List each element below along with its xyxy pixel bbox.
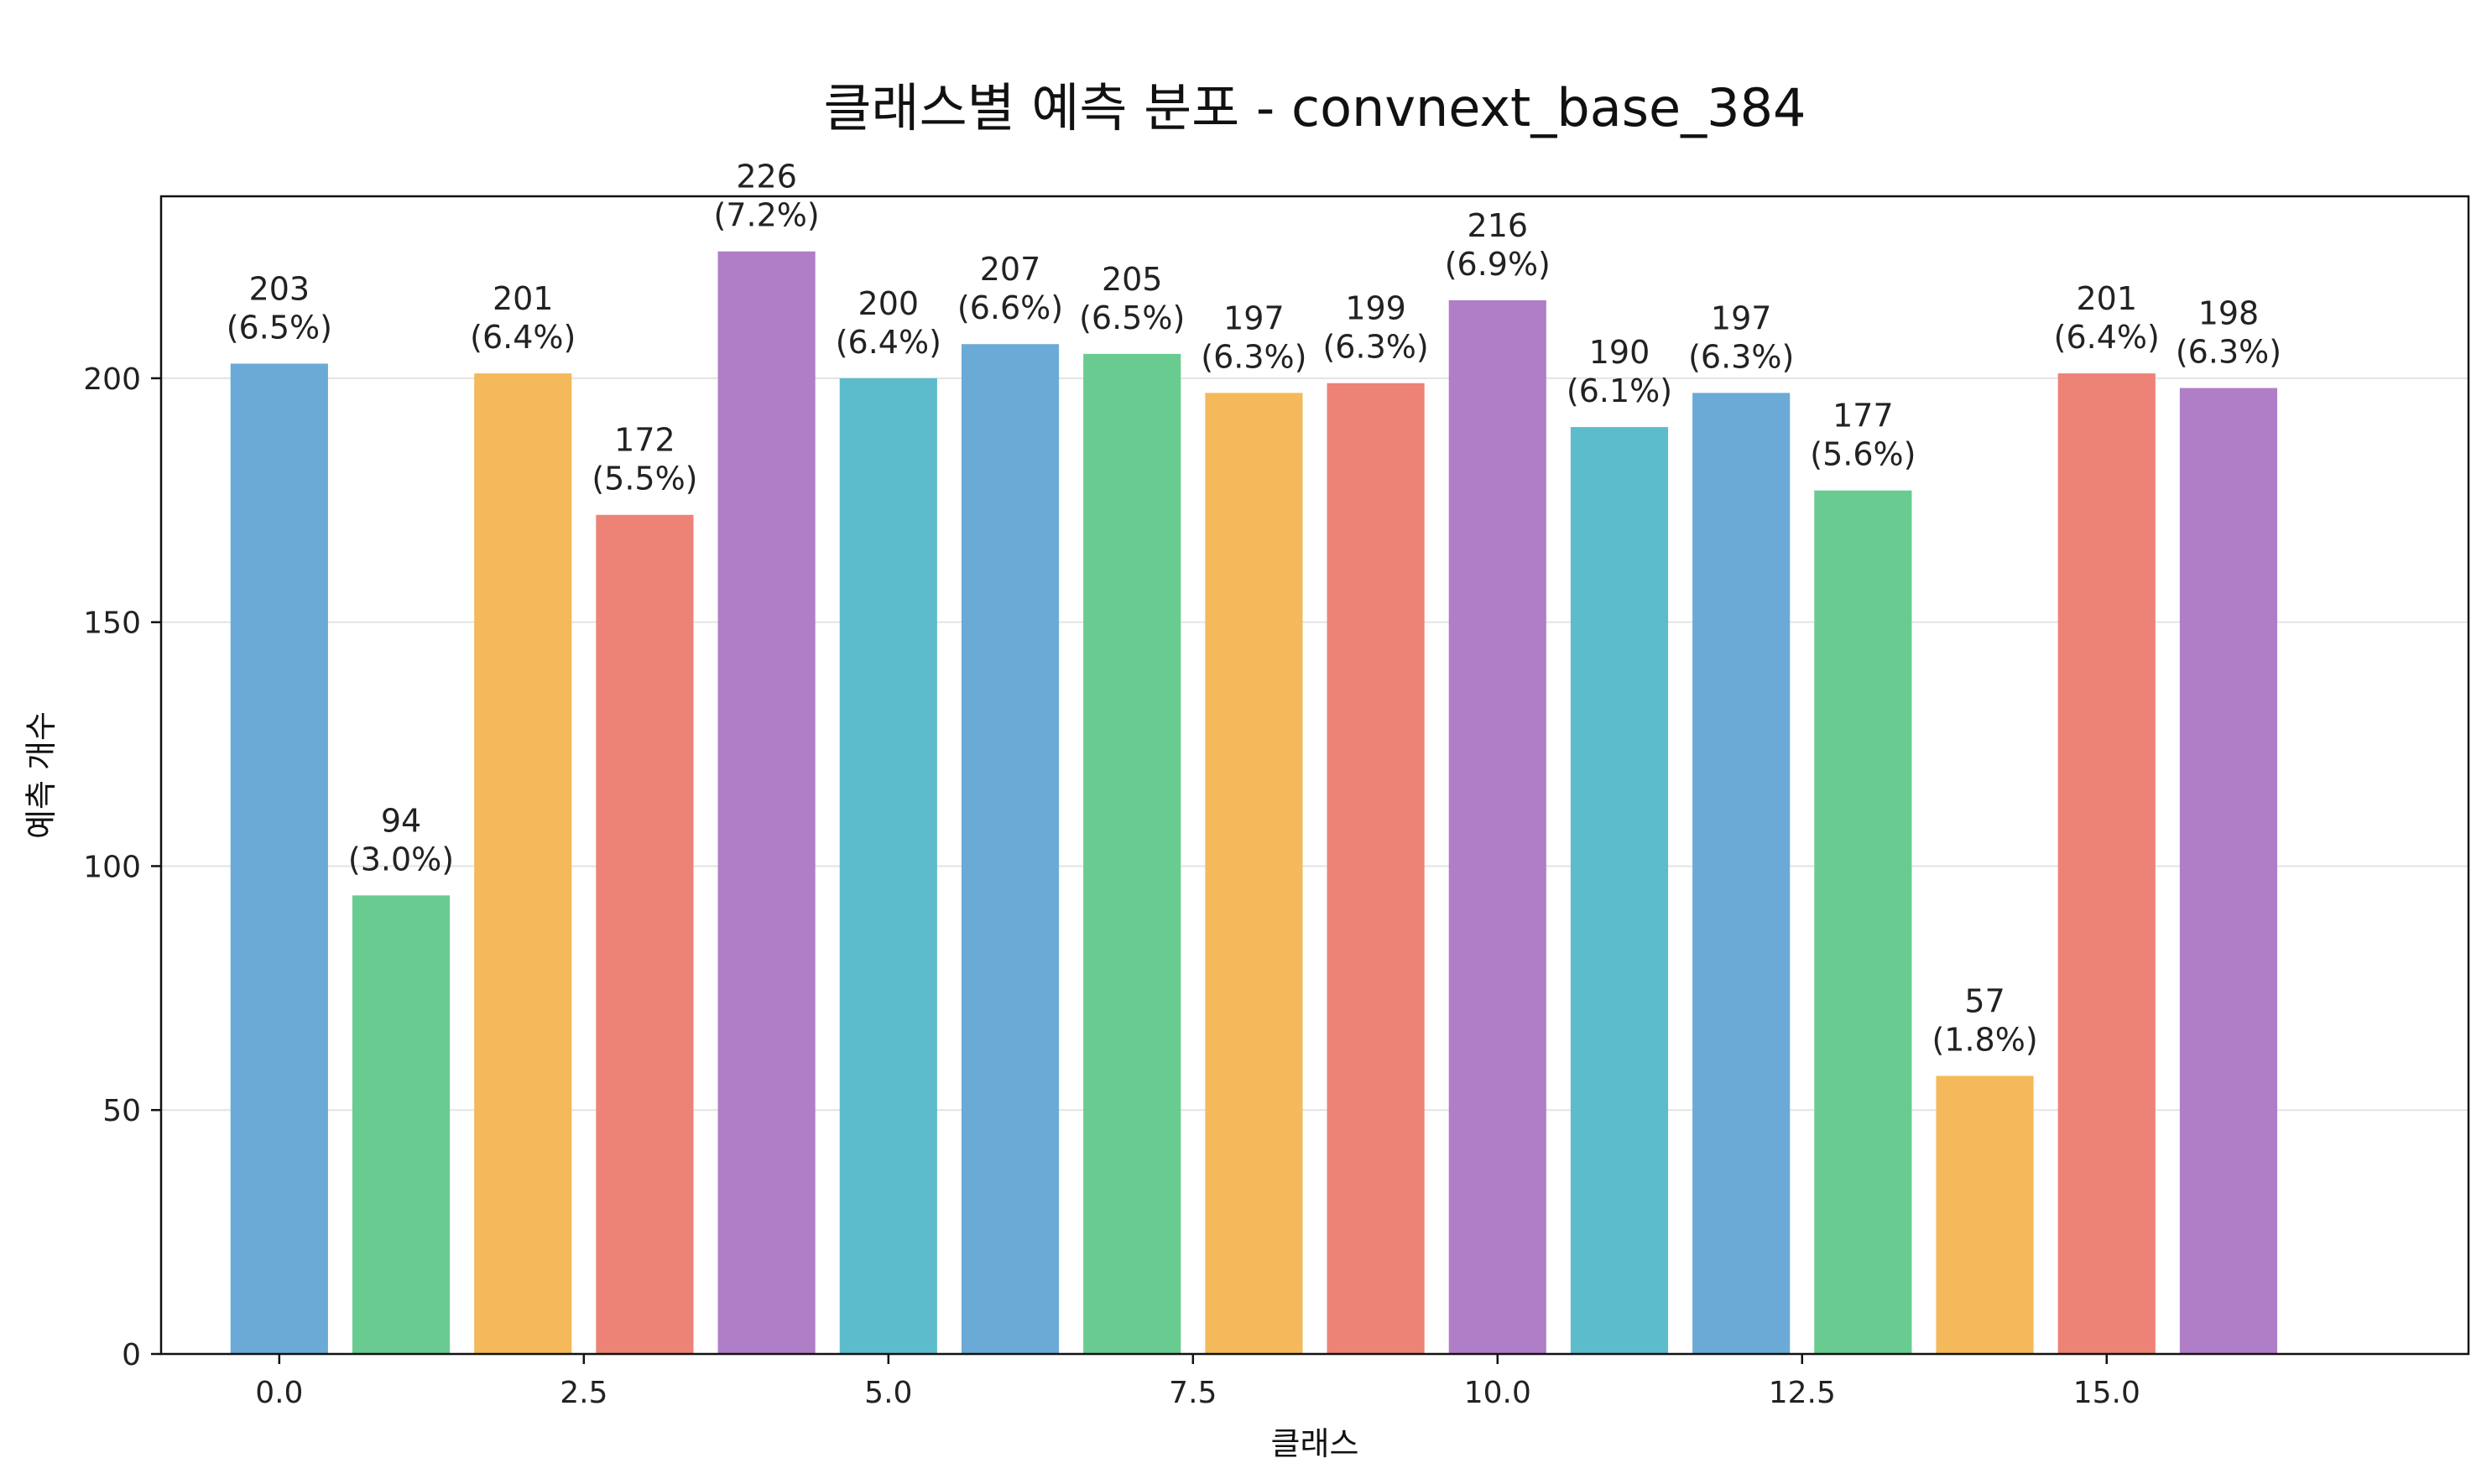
bar-value-label: 200 [858,285,920,322]
x-tick-label: 0.0 [255,1376,303,1410]
bar-percent-label: (6.4%) [2054,319,2160,356]
bar [1570,427,1669,1354]
y-tick-label: 200 [83,362,141,397]
bar [1814,490,1912,1354]
bar-value-label: 172 [614,422,675,459]
x-tick-label: 15.0 [2073,1376,2140,1410]
y-tick-label: 0 [122,1338,141,1372]
bar [961,344,1060,1355]
bar-percent-label: (6.5%) [227,309,332,346]
bar-value-label: 226 [736,159,797,195]
bar [2057,373,2156,1355]
bar-percent-label: (6.3%) [2176,334,2281,371]
bar [839,378,937,1354]
x-tick-label: 2.5 [560,1376,607,1410]
bar [717,251,816,1354]
bar-value-label: 216 [1468,207,1529,244]
bar [1692,393,1791,1354]
bar-percent-label: (6.4%) [836,324,941,361]
bar-value-label: 190 [1589,334,1650,371]
bar-percent-label: (5.6%) [1810,436,1916,473]
x-tick-label: 10.0 [1464,1376,1531,1410]
axis-ticks: 0.0 2.5 5.0 7.5 10.0 12.5 15.0 0 50 100 150 200 [83,362,2140,1410]
bar-percent-label: (1.8%) [1932,1022,2037,1059]
bar-percent-label: (6.5%) [1079,299,1185,336]
bar [596,514,694,1354]
bar-percent-label: (7.2%) [714,197,820,234]
bar [2179,388,2278,1354]
bar-percent-label: (6.6%) [957,289,1063,326]
bar-value-label: 177 [1833,398,1894,435]
plot-frame [159,195,2470,1356]
bar-percent-label: (3.0%) [348,841,454,877]
bar-value-label: 201 [2077,280,2138,317]
y-axis-title: 예측 개수 [23,711,60,839]
bar-percent-label: (6.3%) [1688,338,1794,375]
bar-value-label: 203 [249,270,310,307]
bar [1448,299,1546,1354]
x-axis-title: 클래스 [1271,1425,1359,1462]
bar [352,895,451,1354]
bar-value-label: 201 [493,280,554,317]
bar-value-label: 197 [1711,299,1772,336]
chart-title: 클래스별 예측 분포 - convnext_base_384 [823,77,1806,138]
bar [1205,393,1303,1354]
bar-value-label: 207 [980,251,1041,288]
bar [474,373,572,1355]
x-tick-label: 7.5 [1169,1376,1217,1410]
bar [1083,353,1181,1355]
x-tick-label: 12.5 [1769,1376,1836,1410]
bar-percent-label: (6.4%) [470,319,576,356]
x-tick-label: 5.0 [864,1376,912,1410]
bar-value-label: 57 [1964,983,2005,1020]
bars [230,251,2278,1355]
bar [1936,1075,2034,1354]
bar-percent-label: (6.1%) [1567,372,1672,409]
y-tick-label: 150 [83,607,141,641]
y-tick-label: 100 [83,850,141,884]
bar-value-label: 197 [1223,299,1285,336]
bar-percent-label: (5.5%) [592,461,697,497]
y-tick-label: 50 [102,1094,141,1128]
bar-value-label: 94 [381,802,421,839]
bar-percent-label: (6.9%) [1445,246,1551,283]
bar-data-labels: (6.5%)203(3.0%)94(6.4%)201(5.5%)172(7.2%… [227,159,2281,1059]
bar-value-label: 198 [2198,295,2260,332]
bar [230,363,328,1355]
bar-percent-label: (6.3%) [1201,338,1306,375]
bar-value-label: 199 [1345,290,1406,327]
bar-percent-label: (6.3%) [1322,329,1428,366]
bar-value-label: 205 [1102,261,1163,298]
bar [1327,383,1425,1354]
